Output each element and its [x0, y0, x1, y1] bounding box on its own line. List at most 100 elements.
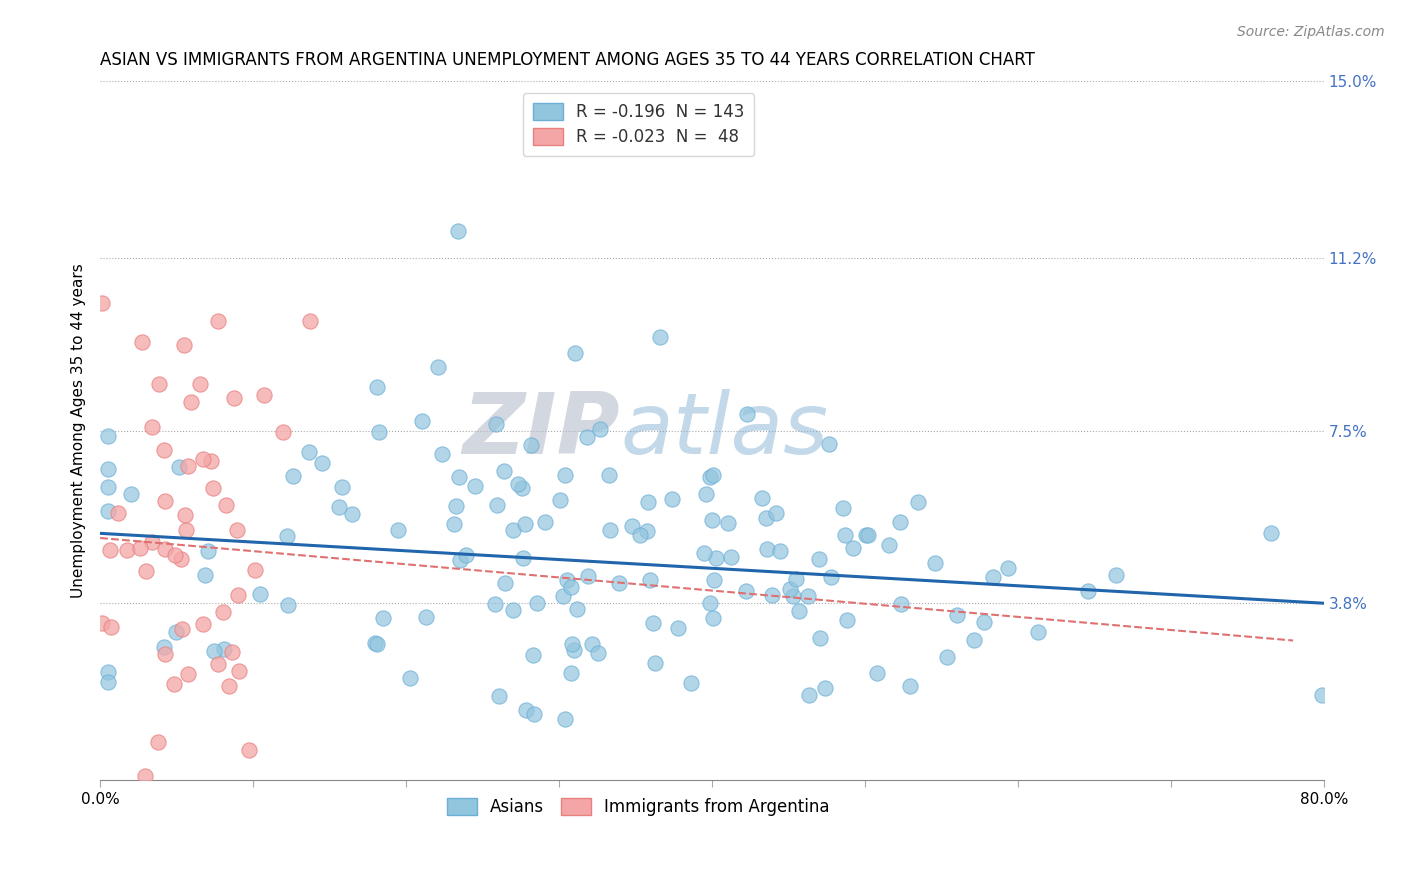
Point [765, 506, 787, 520]
Point [502, 523, 524, 537]
Point [702, 611, 724, 625]
Point [533, 515, 555, 529]
Point [163, 677, 186, 691]
Point [564, 346, 586, 360]
Point [218, 679, 240, 693]
Point [97, 429, 120, 443]
Point [513, 516, 536, 531]
Point [814, 681, 837, 695]
Point [877, 538, 900, 552]
Point [447, 470, 470, 484]
Point [191, 452, 214, 467]
Point [716, 516, 738, 531]
Point [779, 582, 801, 596]
Point [411, 414, 433, 428]
Point [720, 549, 742, 564]
Point [581, 637, 603, 651]
Point [373, 611, 395, 625]
Point [100, 620, 122, 634]
Point [1105, 568, 1128, 582]
Point [135, 564, 157, 578]
Point [832, 501, 855, 516]
Point [180, 394, 202, 409]
Point [561, 637, 583, 651]
Point [494, 575, 516, 590]
Point [648, 330, 671, 344]
Point [755, 541, 778, 556]
Point [129, 541, 152, 556]
Point [907, 495, 929, 509]
Point [735, 408, 758, 422]
Point [700, 513, 723, 527]
Point [515, 703, 537, 717]
Point [890, 597, 912, 611]
Point [427, 359, 450, 374]
Point [141, 420, 163, 434]
Point [214, 498, 236, 512]
Point [485, 417, 508, 432]
Point [576, 569, 599, 583]
Point [889, 516, 911, 530]
Point [981, 570, 1004, 584]
Point [253, 388, 276, 402]
Point [768, 544, 790, 558]
Point [415, 609, 437, 624]
Point [842, 541, 865, 555]
Point [98, 542, 121, 557]
Point [834, 528, 856, 542]
Point [485, 498, 508, 512]
Point [789, 604, 811, 618]
Point [224, 391, 246, 405]
Point [134, 769, 156, 783]
Point [212, 641, 235, 656]
Point [628, 528, 651, 542]
Point [97, 480, 120, 494]
Point [387, 523, 409, 537]
Text: ZIP: ZIP [463, 389, 620, 473]
Point [555, 573, 578, 587]
Point [90, 616, 112, 631]
Point [273, 425, 295, 440]
Point [115, 542, 138, 557]
Point [492, 464, 515, 478]
Point [169, 460, 191, 475]
Point [328, 500, 350, 514]
Point [620, 519, 643, 533]
Point [194, 567, 217, 582]
Text: atlas: atlas [620, 389, 828, 473]
Point [751, 491, 773, 505]
Point [522, 648, 544, 663]
Point [699, 596, 721, 610]
Point [172, 623, 194, 637]
Point [550, 493, 572, 508]
Point [243, 563, 266, 577]
Point [589, 421, 612, 435]
Point [153, 542, 176, 557]
Point [679, 676, 702, 690]
Point [1026, 624, 1049, 639]
Point [173, 338, 195, 352]
Point [170, 552, 193, 566]
Point [298, 314, 321, 328]
Point [560, 665, 582, 680]
Point [900, 679, 922, 693]
Point [818, 437, 841, 451]
Point [808, 551, 831, 566]
Point [444, 499, 467, 513]
Point [1077, 583, 1099, 598]
Point [560, 580, 582, 594]
Point [997, 561, 1019, 575]
Point [207, 657, 229, 672]
Point [311, 456, 333, 470]
Point [202, 644, 225, 658]
Point [228, 665, 250, 679]
Point [554, 712, 576, 726]
Point [366, 380, 388, 394]
Point [734, 583, 756, 598]
Point [120, 487, 142, 501]
Point [641, 615, 664, 630]
Point [599, 523, 621, 537]
Point [962, 633, 984, 648]
Point [523, 707, 546, 722]
Point [562, 642, 585, 657]
